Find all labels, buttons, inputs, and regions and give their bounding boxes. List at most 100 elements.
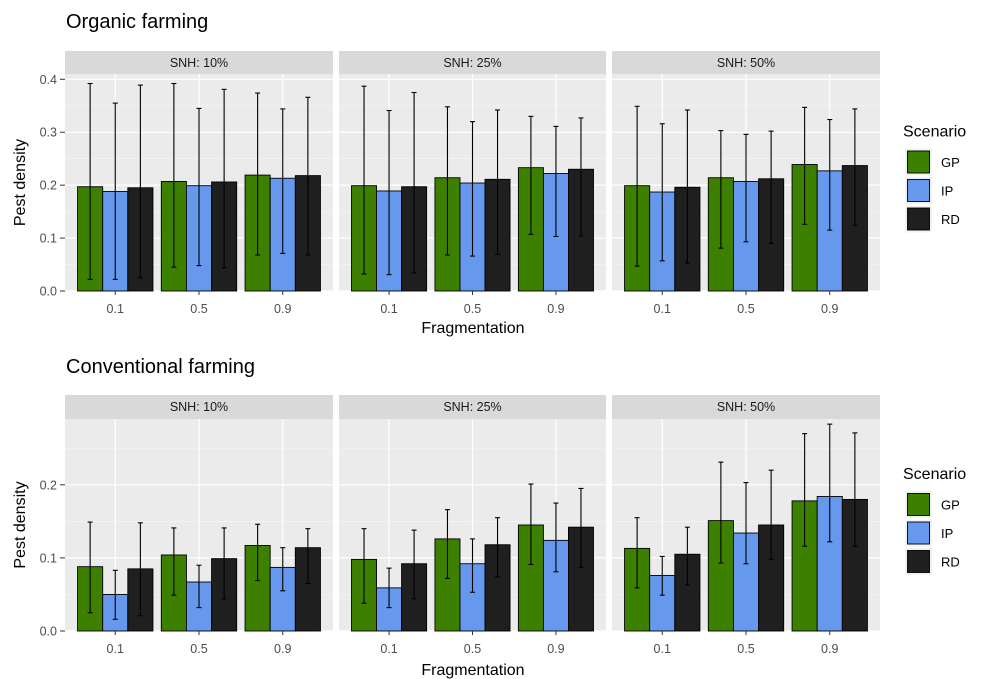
error-bar-ip bbox=[196, 564, 202, 609]
x-tick-label: 0.1 bbox=[654, 302, 671, 316]
error-bar-gp bbox=[634, 105, 640, 267]
x-tick-label: 0.5 bbox=[464, 302, 481, 316]
x-tick-label: 0.1 bbox=[380, 302, 397, 316]
x-tick-label: 0.9 bbox=[821, 302, 838, 316]
error-bar-rd bbox=[578, 487, 584, 568]
error-bar-gp bbox=[528, 115, 534, 235]
x-tick-label: 0.1 bbox=[654, 642, 671, 656]
legend-title: Scenario bbox=[903, 466, 966, 483]
legend-label-rd: RD bbox=[941, 555, 960, 570]
error-bar-gp bbox=[361, 85, 367, 275]
legend-label-rd: RD bbox=[941, 212, 960, 227]
error-bar-rd bbox=[137, 84, 143, 279]
legend-swatch-gp bbox=[907, 150, 930, 174]
error-bar-gp bbox=[444, 509, 450, 579]
error-bar-ip bbox=[470, 121, 475, 257]
facet-strip bbox=[65, 395, 333, 419]
legend-swatch-ip bbox=[907, 179, 930, 202]
x-axis-title: Fragmentation bbox=[421, 662, 524, 679]
x-tick-label: 0.5 bbox=[190, 642, 207, 656]
legend: Scenario GP IP RD bbox=[903, 466, 966, 575]
facet-strip-label: SNH: 10% bbox=[170, 56, 228, 70]
facet-strip bbox=[65, 51, 333, 74]
error-bar-rd bbox=[221, 527, 227, 600]
bar-rd bbox=[674, 186, 701, 292]
error-bar-gp bbox=[171, 82, 177, 268]
error-bar-gp bbox=[361, 528, 367, 604]
error-bar-ip bbox=[112, 569, 118, 620]
error-bar-ip bbox=[827, 118, 833, 231]
error-bar-rd bbox=[305, 528, 311, 585]
y-axis-title: Pest density bbox=[12, 139, 29, 226]
error-bar-rd bbox=[495, 109, 501, 256]
error-bar-ip bbox=[659, 555, 665, 596]
chart-conventional: Conventional farming Pest density 0.0 0.1 0.… bbox=[12, 356, 966, 679]
error-bar-ip bbox=[553, 502, 559, 573]
error-bar-gp bbox=[634, 517, 640, 589]
legend-label-gp: GP bbox=[941, 155, 960, 170]
legend-label-gp: GP bbox=[941, 498, 960, 513]
facet-panel: SNH: 25% 0.1 0.5 0.9 bbox=[339, 395, 606, 656]
y-tick-label: 0.3 bbox=[40, 126, 57, 140]
x-axis-title: Fragmentation bbox=[421, 320, 524, 337]
chart-title: Conventional farming bbox=[66, 356, 255, 378]
error-bar-ip bbox=[112, 102, 118, 280]
error-bar-rd bbox=[768, 469, 774, 560]
error-bar-gp bbox=[87, 82, 93, 280]
facet-strip-label: SNH: 10% bbox=[170, 400, 228, 414]
error-bar-gp bbox=[802, 106, 808, 225]
error-bar-gp bbox=[87, 521, 93, 614]
x-tick-label: 0.9 bbox=[821, 642, 838, 656]
facet-strip bbox=[339, 51, 606, 74]
error-bar-rd bbox=[684, 109, 690, 264]
error-bar-ip bbox=[386, 109, 392, 276]
y-tick-label: 0.4 bbox=[40, 73, 57, 87]
legend-swatch-ip bbox=[907, 521, 930, 545]
error-bar-rd bbox=[495, 517, 501, 578]
facet-strip bbox=[339, 395, 606, 419]
facet-strip bbox=[612, 51, 880, 74]
facet-panel: SNH: 50% 0.1 0.5 0.9 bbox=[612, 395, 880, 656]
error-bar-rd bbox=[768, 130, 774, 244]
x-tick-label: 0.1 bbox=[107, 642, 124, 656]
legend: Scenario GP IP RD bbox=[903, 124, 966, 233]
error-bar-ip bbox=[743, 133, 749, 243]
facet-strip-label: SNH: 50% bbox=[717, 400, 775, 414]
error-bar-gp bbox=[255, 523, 261, 582]
facet-strip bbox=[612, 395, 880, 419]
error-bar-gp bbox=[171, 527, 177, 596]
x-tick-label: 0.5 bbox=[737, 302, 754, 316]
x-tick-label: 0.9 bbox=[547, 642, 564, 656]
x-tick-label: 0.5 bbox=[190, 302, 207, 316]
y-axis-title: Pest density bbox=[12, 481, 29, 568]
y-tick-label: 0.2 bbox=[40, 478, 57, 492]
x-tick-label: 0.1 bbox=[107, 302, 124, 316]
error-bar-ip bbox=[196, 107, 202, 267]
error-bar-gp bbox=[528, 483, 534, 566]
y-tick-label: 0.0 bbox=[40, 285, 57, 299]
x-tick-label: 0.5 bbox=[737, 642, 754, 656]
error-bar-ip bbox=[280, 547, 286, 592]
error-bar-rd bbox=[411, 91, 417, 274]
y-tick-label: 0.2 bbox=[40, 179, 57, 193]
facet-strip-label: SNH: 50% bbox=[717, 56, 775, 70]
error-bar-gp bbox=[718, 461, 724, 564]
error-bar-gp bbox=[802, 433, 808, 547]
chart-title: Organic farming bbox=[66, 11, 208, 33]
y-tick-label: 0.1 bbox=[40, 551, 57, 565]
error-bar-ip bbox=[659, 123, 665, 262]
error-bar-rd bbox=[852, 108, 858, 226]
facet-panel: SNH: 10% 0.1 0.5 0.9 bbox=[65, 51, 333, 316]
error-bar-rd bbox=[411, 529, 417, 600]
error-bar-rd bbox=[684, 526, 690, 586]
error-bar-ip bbox=[827, 423, 833, 543]
legend-swatch-gp bbox=[907, 493, 930, 516]
error-bar-gp bbox=[444, 106, 450, 256]
x-tick-label: 0.1 bbox=[380, 642, 397, 656]
error-bar-rd bbox=[221, 88, 227, 269]
chart-organic: Organic farming Pest density 0.0 0.1 0.2 0.3 0… bbox=[12, 11, 966, 337]
legend-swatch-rd bbox=[907, 207, 930, 231]
error-bar-ip bbox=[743, 482, 749, 565]
error-bar-ip bbox=[553, 125, 559, 238]
